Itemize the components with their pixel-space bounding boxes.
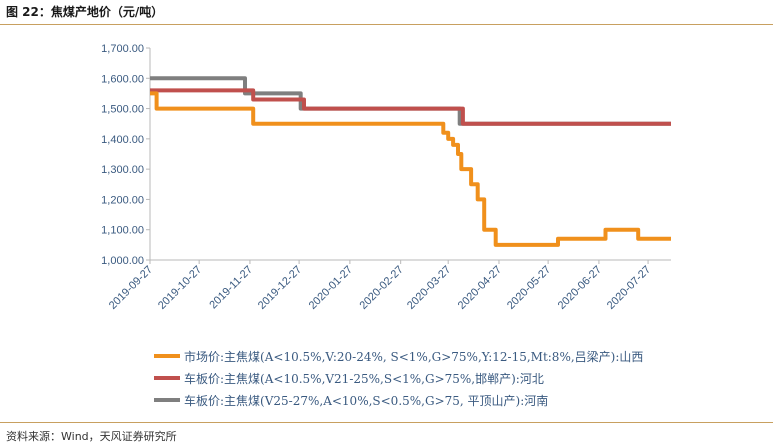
legend-label-1: 市场价:主焦煤(A<10.5%,V:20-24%, S<1%,G>75%,Y:1… bbox=[184, 349, 643, 364]
x-tick-label: 2019-12-27 bbox=[256, 264, 304, 312]
x-tick-label: 2020-06-27 bbox=[556, 264, 604, 312]
x-tick-label: 2019-09-27 bbox=[107, 264, 155, 312]
x-tick-labels: 2019-09-27 2019-10-27 2019-11-27 2019-12-27… bbox=[107, 260, 653, 312]
bottom-divider bbox=[0, 422, 773, 423]
y-tick-label: 1,000.00 bbox=[101, 255, 144, 267]
series-lines bbox=[150, 76, 671, 247]
y-tick-label: 1,400.00 bbox=[101, 134, 144, 146]
chart-axes bbox=[149, 48, 671, 261]
y-tick-label: 1,600.00 bbox=[101, 73, 144, 85]
y-tick-label: 1,500.00 bbox=[101, 104, 144, 116]
series-line-1 bbox=[150, 91, 671, 247]
legend-label-3: 车板价:主焦煤(V25-27%,A<10%,S<0.5%,G>75, 平顶山产)… bbox=[184, 393, 548, 408]
x-tick-label: 2019-11-27 bbox=[207, 264, 255, 312]
figure-title: 图 22：焦煤产地价（元/吨） bbox=[6, 5, 164, 19]
legend-label-2: 车板价:主焦煤(A<10.5%,V21-25%,S<1%,G>75%,邯郸产):… bbox=[184, 371, 544, 386]
chart-legend: 市场价:主焦煤(A<10.5%,V:20-24%, S<1%,G>75%,Y:1… bbox=[154, 349, 643, 408]
y-tick-label: 1,300.00 bbox=[101, 164, 144, 176]
x-tick-label: 2020-05-27 bbox=[505, 264, 553, 312]
series-line-2 bbox=[150, 88, 671, 126]
y-tick-labels: 1,000.00 1,100.00 1,200.00 1,300.00 1,400.00… bbox=[101, 43, 150, 267]
x-tick-label: 2020-02-27 bbox=[358, 264, 406, 312]
y-tick-label: 1,700.00 bbox=[101, 43, 144, 55]
y-tick-label: 1,200.00 bbox=[101, 194, 144, 206]
x-tick-label: 2020-03-27 bbox=[405, 264, 453, 312]
line-chart: 1,000.00 1,100.00 1,200.00 1,300.00 1,400.00… bbox=[101, 43, 671, 408]
x-tick-label: 2020-04-27 bbox=[456, 264, 504, 312]
x-tick-label: 2019-10-27 bbox=[156, 264, 204, 312]
series-line-3 bbox=[150, 76, 671, 126]
x-tick-label: 2020-01-27 bbox=[307, 264, 355, 312]
top-divider bbox=[0, 24, 773, 25]
x-tick-label: 2020-07-27 bbox=[605, 264, 653, 312]
y-tick-label: 1,100.00 bbox=[101, 225, 144, 237]
source-note: 资料来源：Wind，天风证券研究所 bbox=[6, 430, 177, 443]
